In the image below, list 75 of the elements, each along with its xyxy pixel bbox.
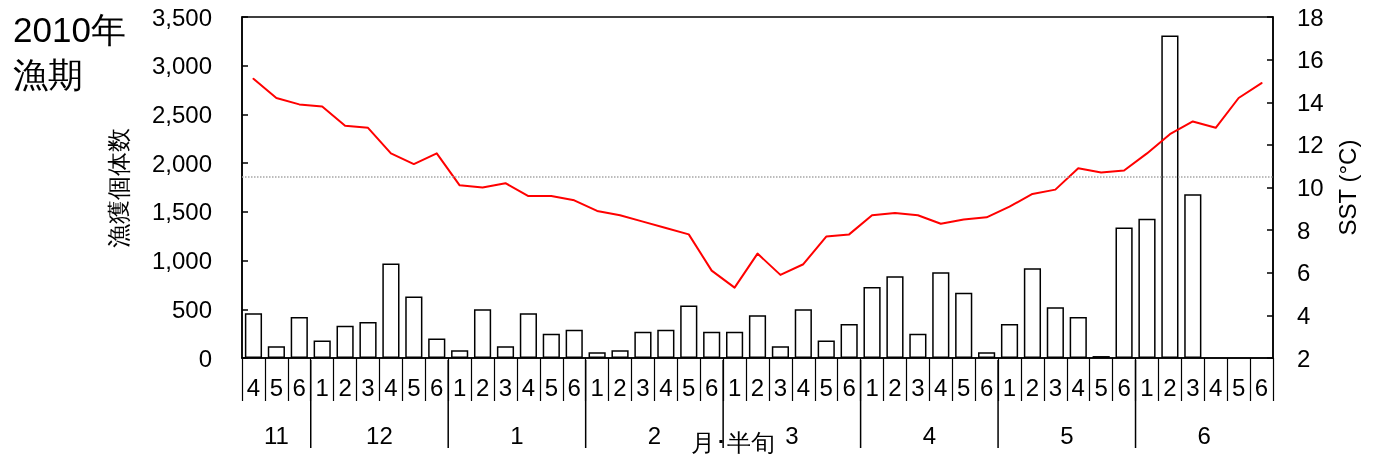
x-tick-label: 6: [567, 373, 581, 401]
x-tick-label: 5: [1231, 373, 1246, 401]
y2-tick-label: 16: [1297, 46, 1324, 74]
y2-tick-label: 2: [1297, 344, 1311, 372]
x-tick-label: 1: [865, 373, 879, 401]
x-tick-label: 6: [1254, 373, 1269, 401]
y2-tick-label: 18: [1297, 3, 1324, 31]
y-tick-label: 1,000: [151, 247, 212, 275]
x-tick-label: 3: [498, 373, 513, 401]
y-tick-label: 0: [198, 344, 212, 372]
x-tick-label: 2: [338, 373, 352, 401]
x-tick-label: 5: [1094, 373, 1108, 401]
x-tick-label: 5: [407, 373, 421, 401]
x-tick-label: 6: [979, 373, 994, 401]
x-tick-label: 6: [430, 373, 444, 401]
x-tick-label: 3: [361, 373, 375, 401]
x-tick-label: 4: [796, 373, 810, 401]
x-tick-label: 6: [842, 373, 856, 401]
text: 2: [647, 421, 662, 449]
y2-tick-label: 10: [1297, 174, 1324, 201]
x-tick-label: 5: [682, 373, 696, 401]
x-tick-label: 2: [888, 373, 902, 401]
x-tick-label: 4: [1209, 373, 1223, 401]
x-tick-label: 1: [1002, 373, 1017, 401]
y-tick-label: 500: [171, 295, 212, 323]
line-series: [252, 77, 1263, 289]
x-tick-label: 4: [384, 373, 398, 401]
y2-tick-label: 12: [1297, 131, 1324, 159]
x-tick-label: 3: [911, 373, 925, 401]
x-tick-label: 2: [613, 373, 627, 401]
text: 1: [510, 421, 524, 449]
y-tick-label: 2,500: [151, 100, 212, 128]
x-tick-label: 6: [292, 373, 306, 401]
x-tick-label: 1: [590, 373, 604, 401]
x-tick-label: 4: [659, 373, 673, 401]
y2-tick-label: 4: [1297, 301, 1311, 329]
y-tick-label: 2,000: [151, 149, 212, 177]
x-tick-label: 4: [521, 373, 536, 401]
x-tick-label: 3: [1048, 373, 1063, 401]
x-tick-label: 6: [1117, 373, 1131, 401]
x-tick-label: 3: [1186, 373, 1200, 401]
x-tick-label: 6: [705, 373, 719, 401]
x-tick-label: 3: [773, 373, 788, 401]
text: 11: [263, 421, 289, 449]
x-axis-title: 月･半旬: [690, 428, 775, 456]
text: 5: [1060, 421, 1074, 449]
x-tick-label: 1: [1140, 373, 1154, 401]
x-tick-label: 4: [1071, 373, 1085, 401]
text: 4: [922, 421, 937, 449]
x-tick-label: 2: [1163, 373, 1177, 401]
y-tick-label: 3,500: [151, 3, 212, 31]
x-tick-label: 5: [544, 373, 558, 401]
chart-title: 2010年漁期: [13, 10, 126, 94]
y-tick-label: 1,500: [151, 198, 212, 226]
x-tick-label: 4: [246, 373, 261, 401]
text: 3: [785, 421, 799, 449]
x-tick-label: 2: [750, 373, 765, 401]
y2-tick-label: 8: [1297, 216, 1311, 244]
x-tick-label: 1: [727, 373, 742, 401]
text: 6: [1197, 421, 1211, 449]
x-tick-label: 1: [452, 373, 467, 401]
x-tick-label: 2: [475, 373, 490, 401]
y2-axis-title: SST (°C): [1333, 139, 1361, 236]
x-tick-label: 5: [269, 373, 284, 401]
x-tick-label: 4: [934, 373, 948, 401]
y2-tick-label: 6: [1297, 259, 1311, 287]
y2-tick-label: 14: [1297, 88, 1324, 116]
x-tick-label: 3: [636, 373, 650, 401]
x-tick-label: 1: [315, 373, 329, 401]
text: 12: [366, 421, 393, 449]
y-axis-title: 漁獲個体数: [104, 127, 132, 248]
y-tick-label: 3,000: [151, 52, 212, 80]
x-tick-label: 5: [819, 373, 833, 401]
x-tick-label: 5: [957, 373, 971, 401]
x-tick-label: 2: [1025, 373, 1040, 401]
